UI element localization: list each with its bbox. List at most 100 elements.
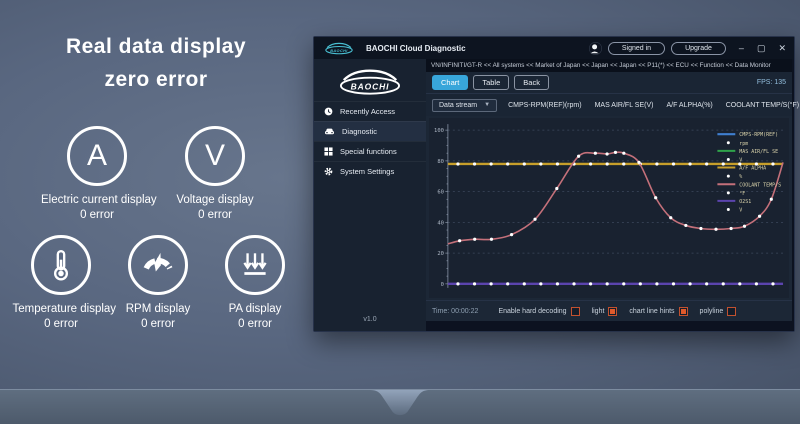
svg-text:rpm: rpm xyxy=(739,141,748,147)
feature-sub: 0 error xyxy=(44,318,78,330)
feature-label: Electric current display xyxy=(41,194,157,206)
svg-text:BAOCHI: BAOCHI xyxy=(351,81,390,91)
svg-text:BAOCHI: BAOCHI xyxy=(330,49,348,53)
feature-label: RPM display xyxy=(125,303,191,315)
feature-label: PA display xyxy=(228,303,282,315)
hero-title-line1: Real data display xyxy=(65,35,247,58)
svg-text:MAS AIR/FL SE: MAS AIR/FL SE xyxy=(739,149,778,155)
feature-sub: 0 error xyxy=(141,318,175,330)
sidebar-item-special-functions[interactable]: Special functions xyxy=(314,141,426,161)
thermometer-icon xyxy=(31,235,91,295)
line-chart: 0 20 40 60 80 100 CMPS-RPM(REF) rpm MAS AIR/FL S… xyxy=(429,118,789,298)
sidebar: BAOCHI Recently Access Diagnostic xyxy=(314,59,426,331)
upgrade-button[interactable]: Upgrade xyxy=(671,41,726,55)
sidebar-item-label: System Settings xyxy=(340,167,395,176)
ampere-icon: A xyxy=(67,126,127,186)
scroll-notch xyxy=(370,390,430,416)
column-header: COOLANT TEMP/S(°F) xyxy=(725,101,800,109)
svg-text:40: 40 xyxy=(437,220,444,226)
feature-label: Voltage display xyxy=(176,194,254,206)
signed-in-button[interactable]: Signed in xyxy=(607,41,666,55)
checkbox-label: chart line hints xyxy=(629,307,675,315)
window-title: BAOCHI Cloud Diagnostic xyxy=(366,43,466,53)
toolbar: Chart Table Back FPS: 135 xyxy=(426,72,792,93)
checkbox-chart-line-hints[interactable]: chart line hints xyxy=(629,306,688,316)
checkbox-label: polyline xyxy=(699,307,724,315)
gauge-icon xyxy=(128,235,188,295)
maximize-button[interactable]: ▢ xyxy=(756,42,766,53)
column-header: MAS AIR/FL SE(V) xyxy=(594,101,654,109)
checkbox-label: light xyxy=(591,307,605,315)
app-version: v1.0 xyxy=(363,316,377,323)
column-header: A/F ALPHA(%) xyxy=(666,101,713,109)
feature-electric-current: A Electric current display 0 error xyxy=(41,126,157,223)
checkbox-icon[interactable] xyxy=(570,306,580,316)
status-bar: Time: 00:00:22 Enable hard decoding ligh… xyxy=(426,300,792,321)
app-logo-icon: BAOCHI xyxy=(325,42,353,55)
feature-sub: 0 error xyxy=(198,209,232,221)
checkbox-light[interactable]: light xyxy=(591,306,618,316)
feature-sub: 0 error xyxy=(238,318,272,330)
svg-text:CMPS-RPM(REF): CMPS-RPM(REF) xyxy=(739,132,778,138)
svg-text:COOLANT TEMP/S: COOLANT TEMP/S xyxy=(739,182,781,188)
svg-text:0: 0 xyxy=(441,282,444,288)
sidebar-item-label: Recently Access xyxy=(340,107,396,116)
feature-rpm: RPM display 0 error xyxy=(110,235,207,332)
ampere-letter: A xyxy=(86,139,107,172)
svg-text:A/F ALPHA: A/F ALPHA xyxy=(739,166,766,172)
sidebar-item-system-settings[interactable]: System Settings xyxy=(314,161,426,181)
svg-text:%: % xyxy=(739,174,742,180)
elapsed-time: Time: 00:00:22 xyxy=(432,307,479,315)
chart-legend: CMPS-RPM(REF) rpm MAS AIR/FL SE V A/F ALPHA%… xyxy=(717,132,781,214)
hero-title-line2: zero error xyxy=(104,68,208,91)
fps-counter: FPS: 135 xyxy=(756,79,786,86)
titlebar: BAOCHI BAOCHI Cloud Diagnostic Signed in… xyxy=(314,37,794,59)
clock-icon xyxy=(324,107,333,116)
checkbox-icon[interactable] xyxy=(727,306,737,316)
svg-text:60: 60 xyxy=(437,190,444,196)
dropdown-value: Data stream xyxy=(439,101,478,109)
sidebar-item-recently-access[interactable]: Recently Access xyxy=(314,101,426,121)
pa-icon xyxy=(225,235,285,295)
svg-text:20: 20 xyxy=(437,251,444,257)
tab-table[interactable]: Table xyxy=(473,75,510,90)
svg-text:O2S1: O2S1 xyxy=(739,199,751,205)
chevron-down-icon: ▼ xyxy=(484,102,491,108)
close-button[interactable]: ✕ xyxy=(778,42,786,53)
hero-panel: Real data display zero error A Electric … xyxy=(0,0,312,390)
checkbox-icon[interactable] xyxy=(678,306,688,316)
checkbox-enable-hard-decoding[interactable]: Enable hard decoding xyxy=(498,306,580,316)
column-header: CMPS-RPM(REF)(rpm) xyxy=(508,101,582,109)
user-avatar[interactable] xyxy=(588,41,602,55)
svg-text:100: 100 xyxy=(434,128,444,134)
sidebar-item-diagnostic[interactable]: Diagnostic xyxy=(314,121,426,141)
checkbox-label: Enable hard decoding xyxy=(498,307,567,315)
gear-icon xyxy=(324,167,333,176)
main-area: VN/INFINITI/GT-R << All systems << Marke… xyxy=(426,59,799,331)
tab-back[interactable]: Back xyxy=(514,75,549,90)
stream-bar: Data stream ▼ CMPS-RPM(REF)(rpm) MAS AIR… xyxy=(426,93,799,116)
app-window: BAOCHI BAOCHI Cloud Diagnostic Signed in… xyxy=(313,36,799,332)
car-icon xyxy=(325,128,334,135)
feature-pa: PA display 0 error xyxy=(207,235,304,332)
feature-temperature: Temperature display 0 error xyxy=(12,235,117,332)
voltage-letter: V xyxy=(204,139,225,172)
svg-text:V: V xyxy=(739,157,742,163)
sidebar-item-label: Special functions xyxy=(340,147,397,156)
sidebar-item-label: Diagnostic xyxy=(342,127,378,136)
chart-panel: 0 20 40 60 80 100 CMPS-RPM(REF) rpm MAS AIR/FL S… xyxy=(426,116,792,300)
svg-text:V: V xyxy=(739,208,742,214)
feature-voltage: V Voltage display 0 error xyxy=(159,126,271,223)
feature-label: Temperature display xyxy=(12,303,117,315)
minimize-button[interactable]: – xyxy=(738,43,744,53)
brand-logo: BAOCHI xyxy=(340,69,400,95)
tab-chart[interactable]: Chart xyxy=(432,75,469,90)
feature-sub: 0 error xyxy=(80,209,114,221)
checkbox-icon[interactable] xyxy=(608,306,618,316)
svg-text:80: 80 xyxy=(437,159,444,165)
checkbox-polyline[interactable]: polyline xyxy=(699,306,737,316)
breadcrumb: VN/INFINITI/GT-R << All systems << Marke… xyxy=(426,59,792,72)
data-stream-dropdown[interactable]: Data stream ▼ xyxy=(432,98,498,112)
grid-icon xyxy=(324,147,333,156)
voltage-icon: V xyxy=(185,126,245,186)
